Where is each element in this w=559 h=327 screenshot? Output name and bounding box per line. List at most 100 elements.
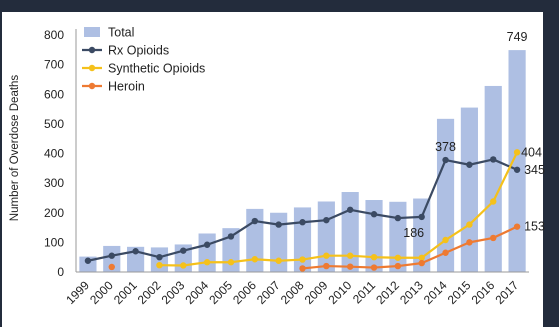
x-tick-label: 1999: [63, 278, 92, 307]
x-tick-label: 2012: [373, 278, 402, 307]
x-tick-label: 2016: [469, 278, 498, 307]
series-lines: [84, 149, 521, 272]
axes: [75, 29, 529, 273]
point-rx-opioids-2006: [251, 217, 259, 225]
y-tick-label: 200: [44, 206, 64, 220]
x-tick-label: 2009: [302, 278, 331, 307]
point-rx-opioids-2004: [203, 241, 211, 248]
point-heroin-2009: [323, 262, 330, 270]
legend-label-heroin: Heroin: [108, 80, 145, 94]
bar-total-2000: [103, 245, 121, 272]
y-tick-label: 400: [44, 147, 64, 161]
point-rx-opioids-2013: [418, 213, 425, 221]
y-tick-label: 100: [44, 235, 64, 249]
point-synthetic-opioids-2013: [418, 254, 425, 261]
legend-label-total: Total: [108, 26, 134, 40]
legend-marker-rx-opioids: [88, 46, 96, 54]
x-tick-label: 2001: [111, 278, 140, 307]
bar-total-2007: [270, 212, 288, 272]
point-synthetic-opioids-2009: [323, 252, 330, 259]
bar-total-2014: [436, 118, 455, 272]
line-heroin: [302, 225, 518, 270]
x-tick-label: 2010: [326, 278, 355, 307]
right-border-band: [543, 0, 559, 327]
point-heroin-2008: [299, 265, 306, 272]
point-synthetic-opioids-2015: [466, 221, 473, 228]
top-border-band: [0, 0, 559, 12]
x-tick-label: 2002: [135, 278, 164, 307]
point-rx-opioids-2017: [513, 166, 521, 173]
left-border-band: [0, 0, 2, 327]
y-tick-label: 300: [44, 176, 64, 190]
point-heroin-2000: [108, 263, 115, 271]
data-label: 345: [524, 163, 545, 177]
point-heroin-2010: [346, 263, 354, 270]
y-tick-labels: 0 100 200 300 400 500 600 700 800: [44, 28, 64, 279]
y-tick-label: 800: [44, 28, 64, 42]
data-label: 153: [524, 220, 545, 234]
point-rx-opioids-1999: [84, 257, 92, 264]
x-tick-label: 2014: [421, 278, 450, 307]
x-tick-labels: 1999200020012002200320042005200620072008…: [63, 278, 521, 307]
data-label: 186: [403, 226, 424, 240]
bar-total-2015: [460, 107, 478, 272]
bar-total-2009: [317, 201, 335, 272]
data-label: 749: [507, 30, 528, 44]
point-heroin-2013: [418, 259, 425, 267]
point-rx-opioids-2016: [490, 156, 497, 163]
point-heroin-2015: [466, 239, 473, 246]
data-label: 404: [521, 145, 542, 159]
point-rx-opioids-2015: [466, 161, 473, 168]
bar-total-2004: [198, 233, 216, 272]
point-synthetic-opioids-2008: [299, 256, 306, 263]
point-synthetic-opioids-2002: [156, 261, 163, 269]
total-bars: [79, 50, 526, 272]
point-rx-opioids-2011: [370, 211, 378, 218]
point-synthetic-opioids-2016: [490, 198, 497, 205]
point-rx-opioids-2002: [156, 253, 163, 261]
point-rx-opioids-2010: [346, 206, 354, 213]
point-rx-opioids-2014: [442, 156, 449, 164]
point-heroin-2017: [513, 223, 521, 230]
bar-total-2011: [365, 200, 383, 272]
point-heroin-2016: [490, 234, 497, 242]
legend: Total Rx Opioids Synthetic Opioids Heroin: [82, 26, 205, 94]
point-rx-opioids-2003: [180, 247, 187, 254]
point-synthetic-opioids-2003: [180, 262, 187, 269]
x-tick-label: 2017: [492, 278, 521, 307]
point-synthetic-opioids-2010: [346, 252, 354, 259]
point-rx-opioids-2009: [323, 216, 330, 224]
legend-marker-heroin: [88, 82, 96, 90]
legend-label-synthetic-opioids: Synthetic Opioids: [108, 62, 205, 76]
point-synthetic-opioids-2014: [442, 236, 449, 244]
x-tick-label: 2004: [182, 278, 211, 307]
bar-total-2012: [389, 201, 407, 272]
x-tick-label: 2007: [254, 278, 283, 307]
legend-label-rx-opioids: Rx Opioids: [108, 44, 169, 58]
point-rx-opioids-2001: [132, 248, 139, 255]
legend-marker-synthetic-opioids: [88, 64, 96, 72]
x-tick-label: 2013: [397, 278, 426, 307]
bar-total-2010: [341, 192, 359, 272]
point-synthetic-opioids-2012: [394, 254, 402, 261]
point-synthetic-opioids-2004: [203, 259, 211, 266]
point-rx-opioids-2000: [108, 252, 115, 259]
y-tick-label: 500: [44, 117, 64, 131]
y-axis-title: Number of Overdose Deaths: [9, 75, 21, 222]
y-tick-label: 0: [57, 265, 64, 279]
x-tick-label: 2011: [350, 278, 378, 306]
point-rx-opioids-2012: [394, 214, 402, 222]
x-tick-label: 2000: [87, 278, 116, 307]
point-synthetic-opioids-2017: [513, 149, 521, 156]
point-rx-opioids-2007: [275, 221, 282, 228]
point-synthetic-opioids-2011: [370, 253, 378, 261]
x-tick-label: 2015: [445, 278, 474, 307]
point-rx-opioids-2005: [227, 233, 235, 240]
data-label: 378: [435, 140, 456, 154]
bar-total-2016: [484, 85, 502, 272]
point-synthetic-opioids-2005: [227, 259, 235, 266]
point-synthetic-opioids-2007: [275, 257, 282, 264]
x-tick-label: 2005: [206, 278, 235, 307]
